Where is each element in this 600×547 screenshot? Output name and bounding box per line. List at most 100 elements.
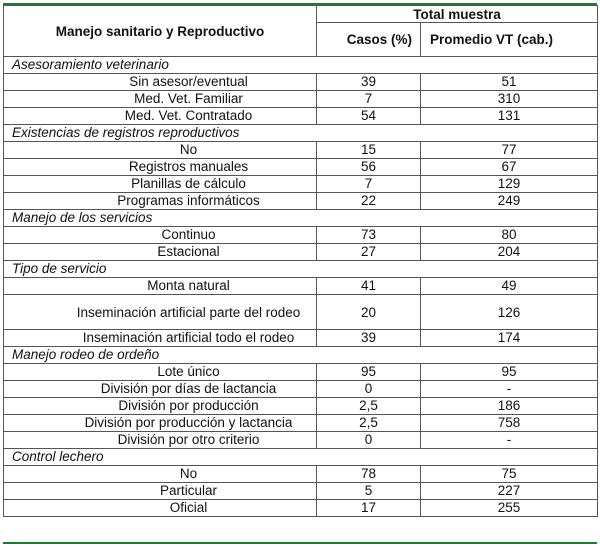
row-promedio: 255 <box>420 499 598 517</box>
table-row: Med. Vet. Familiar 7 310 <box>3 90 598 108</box>
table-row: División por otro criterio 0- <box>3 431 598 449</box>
table-row: Inseminación artificial parte del rodeo 2… <box>3 294 598 330</box>
row-label: Programas informáticos <box>3 192 317 210</box>
row-casos: 15 <box>316 141 421 159</box>
row-label: Inseminación artificial parte del rodeo <box>3 294 317 330</box>
section-row: Tipo de servicio <box>3 260 598 278</box>
row-promedio: 249 <box>420 192 598 210</box>
row-promedio: 80 <box>420 226 598 244</box>
row-casos: 27 <box>316 243 421 261</box>
table-row: Continuo 73 80 <box>3 226 598 244</box>
row-label: No <box>3 465 317 483</box>
row-label: Med. Vet. Familiar <box>3 90 317 108</box>
row-casos: 39 <box>316 73 421 91</box>
row-promedio: 126 <box>420 294 598 330</box>
section-row: Control lechero <box>3 448 598 466</box>
row-label: Monta natural <box>3 277 317 295</box>
row-label: Particular <box>3 482 317 500</box>
table-row: Lote único 95 95 <box>3 363 598 381</box>
row-casos: 5 <box>316 482 421 500</box>
row-promedio: 174 <box>420 329 598 347</box>
row-casos: 2,5 <box>316 414 421 432</box>
row-casos: 41 <box>316 277 421 295</box>
top-rule <box>3 3 597 5</box>
row-casos: 20 <box>316 294 421 330</box>
row-label: División por producción y lactancia <box>3 414 317 432</box>
row-casos: 7 <box>316 175 421 193</box>
section-title: Asesoramiento veterinario <box>3 56 598 74</box>
row-promedio: 758 <box>420 414 598 432</box>
row-label: Inseminación artificial todo el rodeo <box>3 329 317 347</box>
row-promedio: 310 <box>420 90 598 108</box>
section-row: Asesoramiento veterinario <box>3 56 598 74</box>
header-group: Total muestra <box>316 5 598 23</box>
table-row: Oficial 17 255 <box>3 499 598 517</box>
header-casos: Casos (%) <box>316 22 421 57</box>
row-casos: 56 <box>316 158 421 176</box>
row-promedio: 131 <box>420 107 598 125</box>
row-promedio: - <box>420 431 598 449</box>
row-label: Estacional <box>3 243 317 261</box>
row-casos: 7 <box>316 90 421 108</box>
row-promedio: 95 <box>420 363 598 381</box>
section-title: Manejo rodeo de ordeño <box>3 346 598 364</box>
header-promedio: Promedio VT (cab.) <box>420 22 598 57</box>
row-casos: 39 <box>316 329 421 347</box>
row-label: Med. Vet. Contratado <box>3 107 317 125</box>
row-casos: 0 <box>316 380 421 398</box>
section-row: Manejo de los servicios <box>3 209 598 227</box>
table-row: Monta natural 41 49 <box>3 277 598 295</box>
table-row: Inseminación artificial todo el rodeo 39 1… <box>3 329 598 347</box>
section-title: Tipo de servicio <box>3 260 598 278</box>
table-row: Estacional 27 204 <box>3 243 598 261</box>
row-promedio: 204 <box>420 243 598 261</box>
results-table: Manejo sanitario y Reproductivo Total mu… <box>3 5 598 517</box>
row-promedio: 51 <box>420 73 598 91</box>
row-casos: 78 <box>316 465 421 483</box>
section-title: Manejo de los servicios <box>3 209 598 227</box>
table-row: Med. Vet. Contratado 54 131 <box>3 107 598 125</box>
row-promedio: 49 <box>420 277 598 295</box>
row-label: División por producción <box>3 397 317 415</box>
row-label: División por otro criterio <box>3 431 317 449</box>
row-promedio: 227 <box>420 482 598 500</box>
row-casos: 73 <box>316 226 421 244</box>
row-promedio: 186 <box>420 397 598 415</box>
row-casos: 22 <box>316 192 421 210</box>
row-label: No <box>3 141 317 159</box>
table-row: División por producción 2,5 186 <box>3 397 598 415</box>
row-label: Continuo <box>3 226 317 244</box>
row-casos: 2,5 <box>316 397 421 415</box>
table-row: Registros manuales 56 67 <box>3 158 598 176</box>
table-row: No 15 77 <box>3 141 598 159</box>
header-col1: Manejo sanitario y Reproductivo <box>3 5 317 57</box>
table-row: No 78 75 <box>3 465 598 483</box>
row-casos: 54 <box>316 107 421 125</box>
row-promedio: - <box>420 380 598 398</box>
table-row: Planillas de cálculo 7 129 <box>3 175 598 193</box>
row-casos: 17 <box>316 499 421 517</box>
row-label: División por días de lactancia <box>3 380 317 398</box>
row-label: Oficial <box>3 499 317 517</box>
row-label: Registros manuales <box>3 158 317 176</box>
table-row: Particular 5 227 <box>3 482 598 500</box>
row-casos: 95 <box>316 363 421 381</box>
row-label: Lote único <box>3 363 317 381</box>
row-promedio: 67 <box>420 158 598 176</box>
row-promedio: 75 <box>420 465 598 483</box>
row-promedio: 77 <box>420 141 598 159</box>
table-body: Asesoramiento veterinario Sin asesor/even… <box>3 56 598 517</box>
section-title: Existencias de registros reproductivos <box>3 124 598 142</box>
section-title: Control lechero <box>3 448 598 466</box>
row-casos: 0 <box>316 431 421 449</box>
section-row: Existencias de registros reproductivos <box>3 124 598 142</box>
bottom-rule <box>3 542 597 544</box>
table-row: Sin asesor/eventual 39 51 <box>3 73 598 91</box>
table-row: División por producción y lactancia 2,5 75… <box>3 414 598 432</box>
section-row: Manejo rodeo de ordeño <box>3 346 598 364</box>
table-header: Manejo sanitario y Reproductivo Total mu… <box>3 5 598 57</box>
row-promedio: 129 <box>420 175 598 193</box>
row-label: Sin asesor/eventual <box>3 73 317 91</box>
table-row: Programas informáticos 22 249 <box>3 192 598 210</box>
